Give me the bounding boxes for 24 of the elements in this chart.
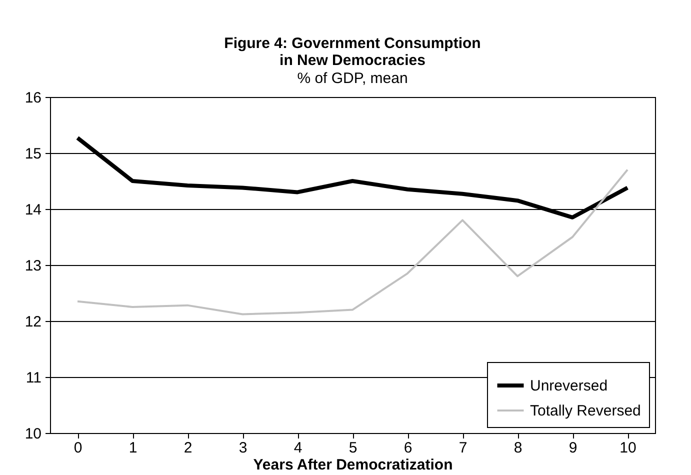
x-tick-label: 9 (568, 440, 578, 456)
y-tick-label: 10 (24, 426, 42, 442)
x-tick-label: 6 (404, 440, 412, 456)
x-tick-label: 3 (238, 440, 248, 456)
y-tick-label: 14 (24, 202, 42, 218)
x-tick-label: 8 (514, 440, 522, 456)
legend-label: Totally Reversed (530, 402, 641, 420)
y-tick-label: 13 (24, 258, 42, 274)
y-tick-label: 15 (24, 146, 42, 162)
x-tick-label: 5 (348, 440, 358, 456)
y-tick-label: 12 (24, 314, 42, 330)
x-tick-label: 4 (294, 440, 302, 456)
line-series (76, 168, 628, 316)
x-tick-label: 1 (128, 440, 138, 456)
x-tick-label: 0 (74, 440, 82, 456)
chart-subtitle: % of GDP, mean (297, 70, 408, 87)
chart-title: Figure 4: Government Consumption in New Democracies (224, 35, 481, 69)
x-tick-label: 10 (620, 440, 636, 456)
y-tick-label: 16 (24, 90, 42, 106)
y-tick-label: 11 (26, 370, 42, 386)
x-tick-label: 7 (458, 440, 468, 456)
x-tick-label: 2 (184, 440, 192, 456)
legend-label: Unreversed (530, 378, 608, 394)
x-axis-title: Years After Democratization (253, 456, 453, 474)
